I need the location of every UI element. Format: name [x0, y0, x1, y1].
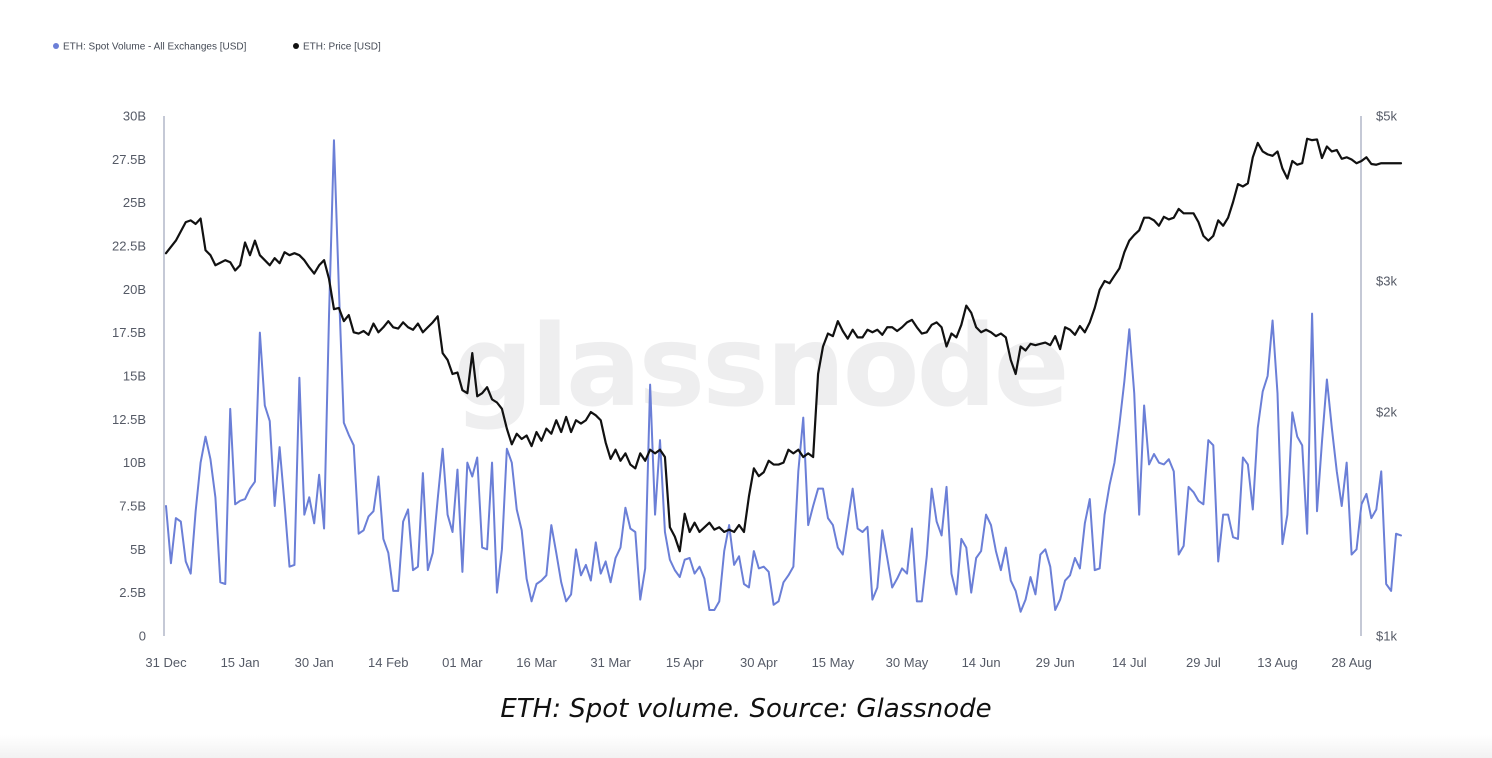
plot-area [164, 137, 1403, 613]
y-left-tick-label: 5B [130, 542, 146, 557]
x-tick-label: 13 Aug [1257, 655, 1298, 670]
legend-label-price: ETH: Price [USD] [303, 42, 381, 53]
bottom-fade [0, 735, 1492, 758]
y-left-tick-label: 7.5B [119, 499, 146, 514]
x-tick-label: 14 Jun [962, 655, 1001, 670]
x-tick-label: 15 Jan [221, 655, 260, 670]
x-tick-label: 14 Jul [1112, 655, 1147, 670]
y-left-tick-label: 15B [123, 369, 146, 384]
x-tick-label: 29 Jun [1036, 655, 1075, 670]
legend-swatch-volume [53, 43, 59, 49]
x-tick-label: 16 Mar [516, 655, 557, 670]
price-series-line [164, 137, 1403, 553]
y-axis-right: $1k $2k $3k $5k [1376, 109, 1397, 644]
volume-series-line [165, 139, 1402, 613]
legend: ETH: Spot Volume - All Exchanges [USD] E… [53, 42, 381, 53]
legend-label-volume: ETH: Spot Volume - All Exchanges [USD] [63, 42, 247, 53]
x-tick-label: 15 May [812, 655, 855, 670]
x-tick-label: 01 Mar [442, 655, 483, 670]
x-tick-label: 15 Apr [666, 655, 704, 670]
y-left-tick-label: 0 [139, 629, 146, 644]
x-tick-label: 30 May [886, 655, 929, 670]
x-tick-label: 14 Feb [368, 655, 408, 670]
legend-item-volume[interactable]: ETH: Spot Volume - All Exchanges [USD] [53, 42, 247, 53]
legend-swatch-price [293, 43, 299, 49]
y-left-tick-label: 10B [123, 455, 146, 470]
y-left-tick-label: 17.5B [112, 325, 146, 340]
x-tick-label: 31 Dec [145, 655, 187, 670]
x-tick-label: 28 Aug [1331, 655, 1372, 670]
x-tick-label: 30 Apr [740, 655, 778, 670]
y-right-tick-label: $2k [1376, 405, 1397, 420]
y-left-tick-label: 27.5B [112, 152, 146, 167]
y-left-tick-label: 25B [123, 195, 146, 210]
x-tick-label: 30 Jan [295, 655, 334, 670]
x-tick-label: 29 Jul [1186, 655, 1221, 670]
x-tick-label: 31 Mar [590, 655, 631, 670]
watermark: glassnode [453, 302, 1066, 432]
caption: ETH: Spot volume. Source: Glassnode [500, 694, 992, 724]
y-right-tick-label: $5k [1376, 109, 1397, 124]
y-left-tick-label: 2.5B [119, 585, 146, 600]
y-left-tick-label: 20B [123, 282, 146, 297]
x-axis: 31 Dec 15 Jan 30 Jan 14 Feb 01 Mar 16 Mar 31 M… [145, 655, 1371, 670]
y-left-tick-label: 12.5B [112, 412, 146, 427]
legend-item-price[interactable]: ETH: Price [USD] [293, 42, 381, 53]
y-right-tick-label: $1k [1376, 629, 1397, 644]
y-axis-left: 0 2.5B 5B 7.5B 10B 12.5B 15B 17.5B 20B 22.5B 25B 27… [112, 109, 146, 644]
y-left-tick-label: 30B [123, 109, 146, 124]
y-right-tick-label: $3k [1376, 274, 1397, 289]
y-left-tick-label: 22.5B [112, 239, 146, 254]
